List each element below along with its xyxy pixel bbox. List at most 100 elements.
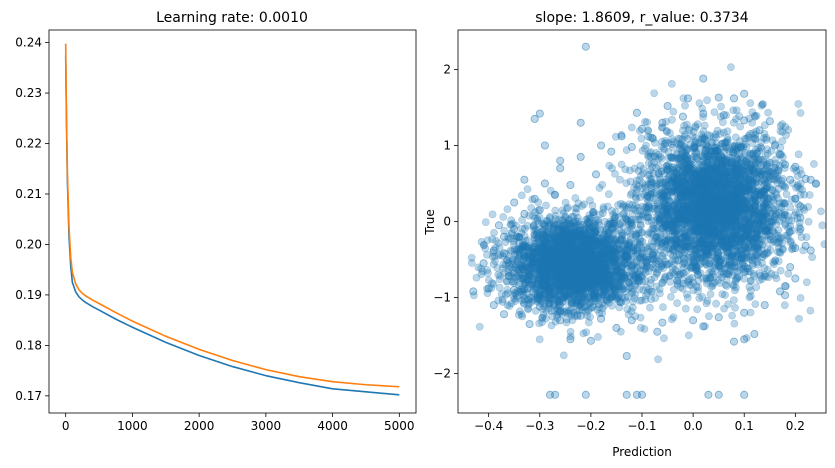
scatter-point — [702, 240, 710, 248]
scatter-point — [726, 215, 735, 224]
scatter-point — [583, 256, 592, 265]
scatter-point — [655, 180, 664, 189]
scatter-point — [671, 216, 679, 225]
loss-axis-ticks: 0 1000 2000 3000 4000 50000.170.180.190.200.2… — [15, 36, 414, 433]
scatter-point — [718, 217, 726, 225]
scatter-point — [584, 243, 593, 251]
scatter-point — [805, 191, 814, 199]
scatter-point — [518, 312, 527, 321]
scatter-point — [708, 216, 717, 225]
scatter-point — [597, 292, 606, 301]
scatter-point — [576, 223, 585, 232]
scatter-point — [695, 174, 704, 183]
scatter-point — [781, 219, 789, 228]
scatter-point — [604, 190, 613, 199]
scatter-point — [627, 123, 636, 132]
scatter-point — [607, 225, 616, 233]
scatter-point — [762, 212, 771, 221]
scatter-point — [763, 265, 772, 274]
scatter-point — [734, 205, 743, 214]
scatter-point — [683, 222, 692, 231]
scatter-point — [573, 279, 581, 288]
scatter-point — [581, 257, 590, 266]
scatter-point — [663, 182, 672, 190]
scatter-point — [747, 164, 756, 173]
scatter-point — [740, 197, 749, 206]
scatter-point — [657, 189, 665, 197]
loss-x-tick-label: 2000 — [184, 419, 215, 433]
scatter-point — [558, 260, 567, 269]
scatter-point — [618, 250, 627, 259]
scatter-point — [737, 255, 746, 264]
scatter-point — [659, 179, 667, 188]
scatter-point — [733, 202, 741, 211]
scatter-point — [697, 173, 706, 182]
scatter-point — [537, 271, 545, 280]
scatter-point — [654, 355, 662, 364]
scatter-point — [776, 122, 785, 130]
scatter-point — [727, 159, 735, 168]
scatter-point — [757, 144, 766, 153]
scatter-point — [717, 102, 725, 111]
scatter-point — [650, 89, 659, 98]
scatter-point — [584, 254, 593, 263]
scatter-point — [561, 226, 570, 235]
scatter-point — [553, 264, 561, 273]
scatter-point — [704, 200, 713, 209]
scatter-point — [752, 174, 761, 183]
scatter-point — [808, 253, 817, 262]
scatter-point — [710, 210, 719, 219]
scatter-point — [752, 251, 760, 260]
scatter-point — [751, 158, 760, 167]
scatter-point — [672, 242, 680, 251]
scatter-point — [764, 226, 773, 235]
scatter-point — [605, 235, 614, 243]
scatter-point — [705, 235, 714, 244]
scatter-point — [573, 289, 581, 298]
scatter-point — [707, 138, 716, 147]
scatter-point — [720, 147, 729, 156]
scatter-point — [714, 276, 722, 285]
scatter-point — [719, 223, 728, 232]
scatter-point — [705, 185, 713, 194]
scatter-point — [674, 215, 682, 223]
scatter-point — [662, 126, 671, 135]
scatter-point — [557, 270, 566, 278]
scatter-point — [621, 248, 629, 257]
scatter-point — [727, 63, 735, 71]
scatter-point — [696, 209, 704, 217]
scatter-point — [616, 175, 624, 184]
scatter-point — [619, 200, 628, 209]
scatter-point — [556, 270, 565, 278]
scatter-point — [690, 251, 698, 260]
scatter-point — [736, 137, 744, 145]
scatter-point — [700, 218, 708, 227]
scatter-point — [593, 273, 602, 282]
scatter-point — [720, 184, 729, 193]
scatter-point — [695, 184, 704, 192]
scatter-point — [552, 251, 561, 260]
scatter-point — [660, 334, 668, 343]
scatter-point — [467, 259, 476, 267]
scatter-point — [703, 226, 712, 235]
scatter-point — [797, 233, 806, 242]
scatter-point — [569, 256, 578, 264]
scatter-point — [793, 172, 802, 180]
scatter-point — [562, 256, 571, 265]
scatter-point — [721, 209, 730, 217]
scatter-point — [594, 237, 603, 246]
scatter-point — [542, 201, 550, 210]
scatter-point — [544, 296, 553, 305]
scatter-point — [804, 217, 813, 226]
scatter-point — [660, 178, 668, 187]
scatter-point — [628, 284, 637, 293]
scatter-point — [589, 208, 597, 216]
scatter-point — [595, 265, 603, 273]
scatter-point — [524, 305, 532, 314]
scatter-point — [666, 198, 675, 206]
scatter-point — [586, 259, 594, 268]
scatter-point — [736, 214, 745, 223]
scatter-point — [663, 164, 672, 173]
scatter-point — [677, 193, 685, 202]
scatter-point — [727, 223, 735, 232]
